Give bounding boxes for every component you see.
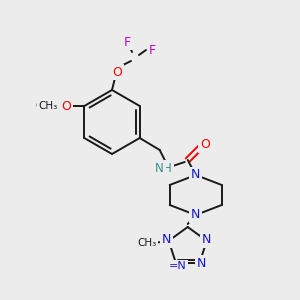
- Text: F: F: [148, 44, 156, 56]
- Text: N: N: [197, 257, 206, 270]
- Text: O: O: [112, 65, 122, 79]
- Text: O: O: [200, 139, 210, 152]
- Text: O: O: [61, 100, 71, 112]
- Text: N: N: [162, 233, 171, 246]
- Text: N: N: [191, 169, 200, 182]
- Text: F: F: [123, 35, 130, 49]
- Text: CH₃: CH₃: [35, 101, 56, 111]
- Text: N: N: [155, 161, 164, 175]
- Text: CH₃: CH₃: [39, 101, 58, 111]
- Text: =N: =N: [169, 261, 187, 271]
- Text: H: H: [163, 161, 172, 175]
- Text: N: N: [202, 233, 211, 246]
- Text: N: N: [191, 208, 200, 221]
- Text: CH₃: CH₃: [137, 238, 156, 248]
